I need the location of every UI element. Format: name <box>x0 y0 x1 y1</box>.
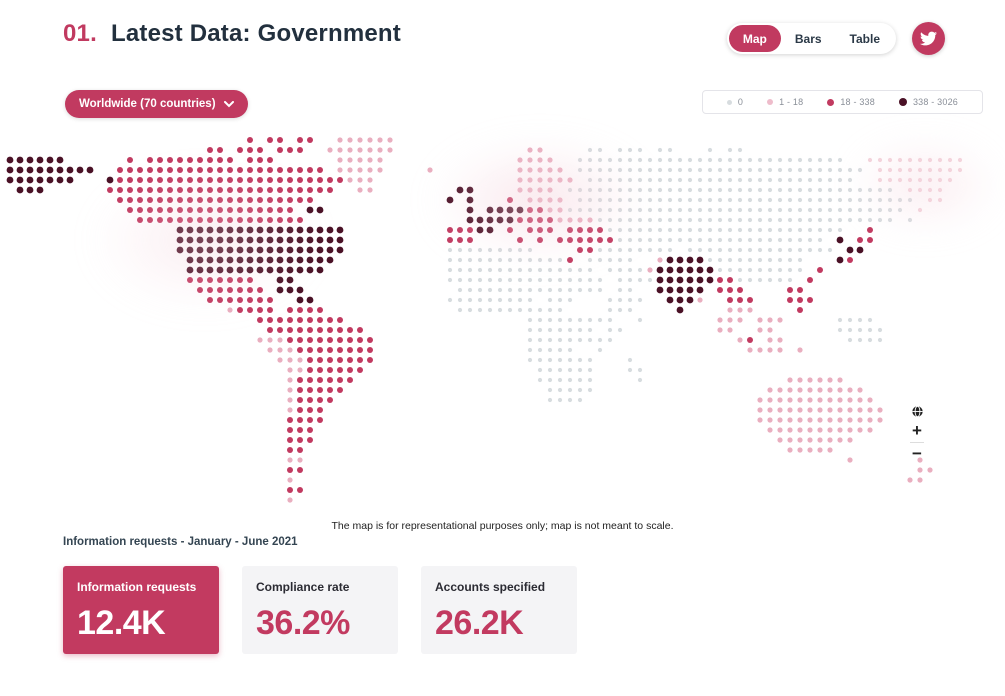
tab-map[interactable]: Map <box>728 25 781 52</box>
region-dropdown-label: Worldwide (70 countries) <box>79 98 216 110</box>
legend-label: 18 - 338 <box>840 97 875 107</box>
legend-label: 0 <box>737 97 744 107</box>
stat-label: Information requests <box>77 580 197 594</box>
stat-value: 26.2K <box>435 604 524 642</box>
tab-table[interactable]: Table <box>836 25 894 52</box>
section-number: 01. <box>63 20 97 47</box>
header-actions: Map Bars Table <box>726 22 945 55</box>
legend-dot-zero <box>726 99 732 105</box>
page-title-text: Latest Data: Government <box>110 20 401 47</box>
zoom-divider <box>910 442 924 443</box>
page-title: 01. Latest Data: Government <box>63 20 401 48</box>
dot-map-svg[interactable] <box>0 0 1005 560</box>
stat-value: 12.4K <box>77 604 166 642</box>
legend-label: 1 - 18 <box>779 97 804 107</box>
legend-dot-high <box>898 98 907 106</box>
zoom-in-button[interactable]: + <box>905 422 929 440</box>
map-controls: + − <box>905 403 929 463</box>
legend-item-zero: 0 <box>715 97 755 107</box>
region-dropdown[interactable]: Worldwide (70 countries) <box>65 90 248 118</box>
section-label: Information requests - January - June 20… <box>63 536 298 548</box>
map-legend: 0 1 - 18 18 - 338 338 - 3026 <box>701 90 983 114</box>
zoom-out-button[interactable]: − <box>905 445 929 463</box>
stat-value: 36.2% <box>256 604 350 642</box>
legend-item-high: 338 - 3026 <box>887 97 970 107</box>
chevron-down-icon <box>223 100 234 108</box>
view-toggle: Map Bars Table <box>726 23 896 54</box>
twitter-share-button[interactable] <box>912 22 945 55</box>
stat-label: Accounts specified <box>435 580 546 594</box>
stat-card-information-requests[interactable]: Information requests 12.4K <box>63 566 219 654</box>
legend-dot-low <box>767 99 774 105</box>
map-caption: The map is for representational purposes… <box>331 520 674 532</box>
stat-label: Compliance rate <box>256 580 350 594</box>
map-reset-globe-button[interactable] <box>905 403 929 420</box>
world-dot-map[interactable] <box>0 0 1005 560</box>
legend-item-mid: 18 - 338 <box>815 97 887 107</box>
legend-item-low: 1 - 18 <box>755 97 815 107</box>
tab-bars[interactable]: Bars <box>781 25 836 52</box>
stat-cards: Information requests 12.4K Compliance ra… <box>63 566 577 654</box>
stat-card-compliance-rate[interactable]: Compliance rate 36.2% <box>242 566 398 654</box>
stat-card-accounts-specified[interactable]: Accounts specified 26.2K <box>421 566 577 654</box>
globe-icon <box>911 405 924 418</box>
twitter-bird-icon <box>920 30 937 47</box>
legend-dot-mid <box>827 98 835 106</box>
header: 01. Latest Data: Government Map Bars Tabl… <box>63 20 945 55</box>
legend-label: 338 - 3026 <box>912 97 958 107</box>
